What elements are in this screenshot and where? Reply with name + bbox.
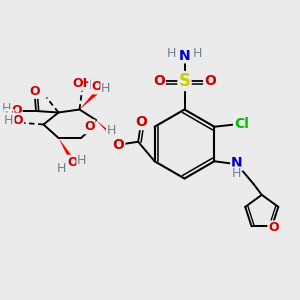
Text: O: O [68, 155, 78, 169]
Text: O: O [11, 104, 22, 118]
Text: S: S [178, 72, 190, 90]
Polygon shape [80, 92, 98, 110]
Text: Cl: Cl [234, 117, 249, 131]
Text: O: O [204, 74, 216, 88]
Text: H: H [101, 82, 111, 95]
Polygon shape [96, 120, 124, 146]
Text: H: H [192, 46, 202, 60]
Text: N: N [231, 156, 243, 170]
Text: H: H [2, 102, 11, 115]
Text: H: H [4, 113, 13, 127]
Text: O: O [84, 120, 95, 134]
Text: O: O [135, 115, 147, 129]
Text: H: H [167, 46, 177, 60]
Text: O: O [268, 221, 279, 234]
Text: H: H [77, 154, 87, 167]
Text: O: O [113, 138, 124, 152]
Text: H: H [4, 110, 14, 123]
Text: H: H [231, 167, 241, 180]
Text: OH: OH [72, 77, 93, 90]
Text: H: H [107, 124, 116, 137]
Text: O: O [13, 113, 23, 127]
Text: O: O [92, 80, 102, 94]
Polygon shape [58, 138, 72, 159]
Text: O: O [153, 74, 165, 88]
Text: O: O [29, 85, 40, 98]
Text: H: H [57, 161, 66, 175]
Text: H: H [89, 79, 99, 92]
Text: N: N [179, 49, 190, 62]
